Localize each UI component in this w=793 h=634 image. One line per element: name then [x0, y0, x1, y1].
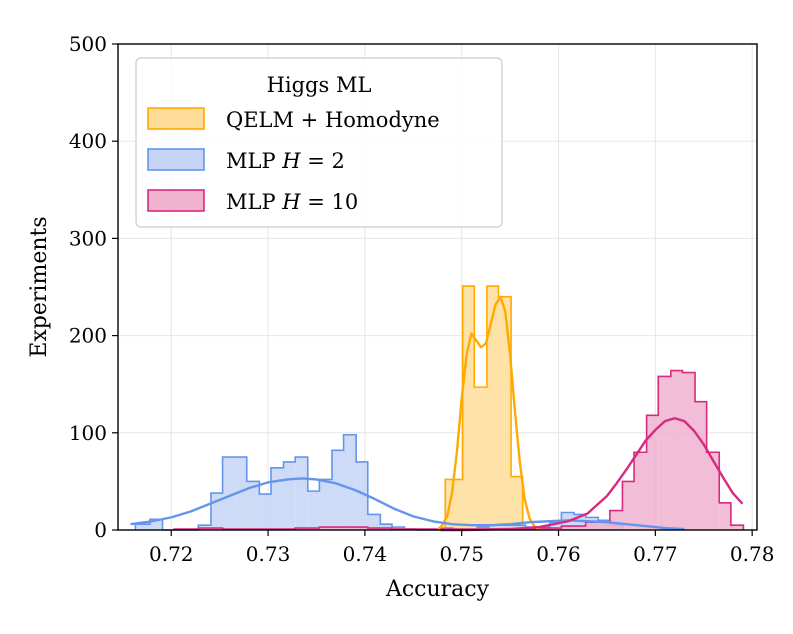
histogram-bar [380, 524, 392, 530]
histogram-bar [307, 491, 320, 530]
y-tick-label: 100 [69, 421, 107, 445]
histogram-bar [198, 528, 223, 530]
kde-curve-2 [440, 417, 744, 532]
histogram-bar [486, 286, 499, 530]
histogram-bar [585, 522, 610, 530]
histogram-bar [319, 527, 344, 530]
histogram-1 [134, 433, 624, 531]
legend-label: QELM + Homodyne [226, 108, 440, 132]
histogram-bar [367, 514, 381, 530]
histogram-bar [695, 401, 707, 530]
histogram-bar [343, 527, 368, 530]
x-tick-label: 0.73 [246, 542, 291, 566]
histogram-outline [173, 369, 745, 530]
kde-curve-1 [130, 477, 685, 531]
histogram-bar [609, 510, 623, 530]
histogram-bar [670, 370, 683, 530]
histogram-bar [658, 376, 671, 530]
legend-swatch [147, 189, 205, 212]
plot-area [134, 285, 745, 531]
histogram-bar [511, 476, 523, 530]
histogram-bar [488, 525, 502, 530]
y-tick-label: 0 [94, 518, 107, 542]
histogram-bar [574, 514, 586, 530]
histogram-bar [343, 434, 357, 530]
x-tick-label: 0.74 [343, 542, 388, 566]
histogram-bar [682, 372, 696, 530]
histogram-bar [331, 450, 344, 530]
y-tick-label: 200 [69, 324, 107, 348]
legend-box [135, 57, 503, 228]
histogram-bar [283, 461, 296, 530]
histogram-bar [149, 519, 163, 530]
histogram-bar [356, 461, 368, 530]
histogram-bar [367, 528, 392, 530]
histogram-outline [134, 433, 624, 531]
histogram-bar [235, 457, 247, 530]
x-axis-title: Accuracy [385, 577, 490, 602]
histogram-bar [319, 479, 332, 530]
histogram-bar [210, 493, 223, 530]
histogram-bar [706, 452, 720, 530]
histogram-bar [634, 452, 647, 530]
histogram-bar [135, 524, 150, 530]
x-tick-label: 0.76 [536, 542, 581, 566]
histogram-bar [537, 528, 562, 530]
x-axis: 0.72 0.73 0.74 0.75 0.76 0.77 0.78 [149, 530, 774, 566]
axes-frame [117, 43, 758, 531]
legend-swatch [147, 107, 205, 130]
histogram-0 [444, 285, 524, 530]
legend-title: Higgs ML [267, 73, 372, 97]
histogram-bar [295, 528, 320, 530]
histogram-bar [222, 457, 236, 530]
histogram-bar [445, 479, 463, 530]
kde-curve-0 [436, 295, 540, 531]
y-axis: 0 100 200 300 400 500 [69, 32, 118, 542]
histogram-bar [295, 457, 308, 530]
histogram-bar [719, 502, 731, 530]
x-tick-label: 0.77 [633, 542, 678, 566]
histogram-bar [259, 494, 271, 530]
histogram-bar [474, 387, 487, 530]
histogram-bar [462, 286, 475, 530]
legend-swatch [147, 148, 205, 171]
histogram-bar [270, 467, 284, 530]
histogram-bar [730, 525, 744, 530]
y-axis-title: Experiments [27, 216, 52, 357]
y-tick-label: 300 [69, 226, 107, 250]
legend: Higgs ML QELM + Homodyne MLP H = 2 MLP H = … [135, 57, 503, 228]
legend-label: MLP H = 10 [226, 190, 358, 214]
kde-curves [130, 295, 744, 532]
y-tick-label: 400 [69, 129, 107, 153]
y-tick-label: 500 [69, 32, 107, 56]
legend-label: MLP H = 2 [226, 149, 345, 173]
x-tick-label: 0.75 [439, 542, 484, 566]
x-tick-label: 0.72 [149, 542, 194, 566]
histogram-bar [549, 522, 562, 530]
histogram-bar [622, 481, 635, 530]
histogram-bar [561, 526, 586, 530]
histogram-bar [246, 481, 260, 530]
histogram-bar [498, 296, 512, 530]
x-tick-label: 0.78 [730, 542, 775, 566]
histogram-bar [646, 415, 659, 530]
histogram-bar [501, 525, 514, 530]
histogram-2 [173, 369, 745, 530]
